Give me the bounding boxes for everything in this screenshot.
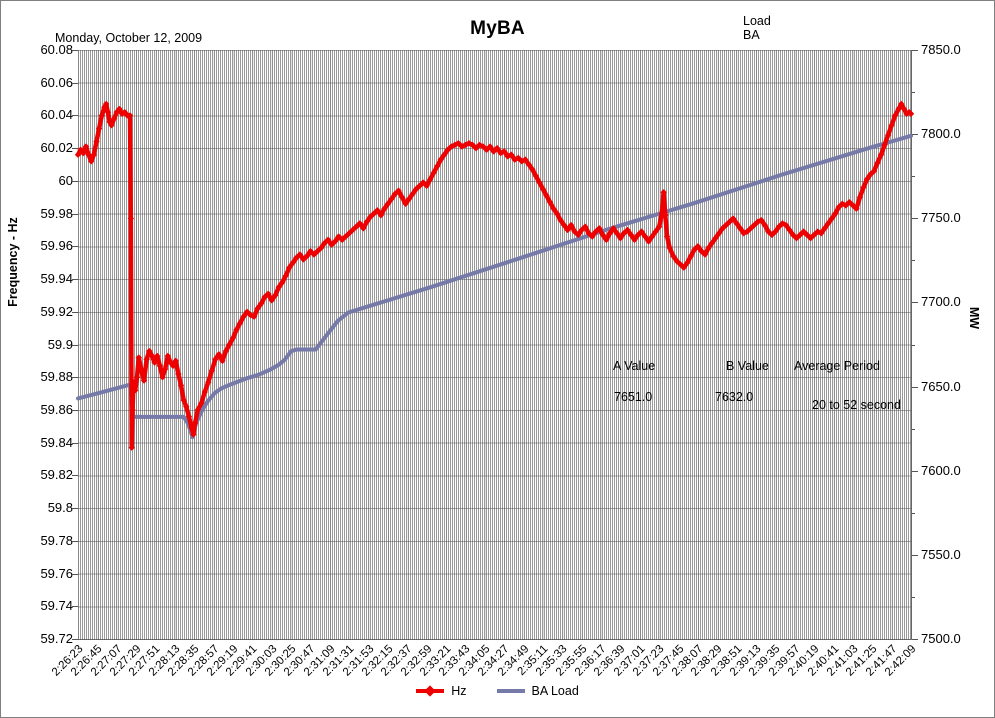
y-axis-tick-right (912, 639, 918, 640)
y-axis-label-left: 59.86 (40, 401, 73, 417)
y-axis-tick-right (912, 554, 918, 556)
y-axis-tick-left (72, 442, 78, 444)
series-line-hz (75, 101, 914, 450)
y-axis-tick-left (72, 180, 78, 182)
y-axis-minor-tick-right (912, 176, 915, 178)
series-canvas (74, 100, 915, 451)
a-value-label: A Value (613, 359, 656, 373)
y-axis-label-left: 60.04 (40, 107, 73, 123)
y-axis-tick-right (912, 470, 918, 472)
y-axis-tick-left (72, 82, 78, 84)
average-period-label: Average Period (794, 359, 880, 373)
y-axis-label-right: 7600.0 (921, 462, 961, 478)
y-axis-minor-tick-right (912, 512, 915, 514)
y-axis-tick-left (72, 475, 78, 477)
y-axis-label-right: 7800.0 (921, 126, 961, 142)
chart-date: Monday, October 12, 2009 (55, 31, 203, 45)
a-value-number: 7651.0 (614, 390, 653, 404)
y-axis-tick-left (72, 344, 78, 346)
y-axis-label-left: 59.74 (40, 598, 73, 614)
y-axis-label-left: 59.78 (40, 532, 73, 548)
y-axis-label-left: 59.84 (40, 434, 73, 450)
y-axis-tick-left (72, 573, 78, 575)
load-ba-label: Load BA (743, 14, 771, 42)
y-axis-minor-tick-right (912, 260, 915, 262)
y-axis-label-right: 7500.0 (921, 631, 961, 646)
hz-legend-marker (416, 685, 445, 697)
y-axis-label-left: 59.98 (40, 205, 73, 221)
y-axis-tick-right (912, 302, 918, 304)
plot-area: A Value 7651.0 B Value 7632.0 Average Pe… (74, 50, 915, 640)
y-axis-label-right: 7550.0 (921, 546, 961, 562)
y-axis-label-left: 59.96 (40, 238, 73, 254)
ba-load-legend-marker (496, 686, 525, 696)
legend: Hz BA Load (1, 682, 994, 700)
y-axis-label-right: 7850.0 (921, 42, 961, 57)
ba-load-legend-label: BA Load (531, 684, 579, 698)
y-axis-label-left: 59.9 (47, 336, 73, 352)
y-axis-tick-left (72, 377, 78, 379)
y-axis-tick-left (72, 508, 78, 510)
y-axis-tick-left (72, 409, 78, 411)
left-axis-title: Frequency - Hz (6, 217, 20, 307)
y-axis-label-left: 59.88 (40, 369, 73, 385)
y-axis-tick-right (912, 218, 918, 220)
y-axis-tick-left (72, 148, 78, 150)
y-axis-tick-left (72, 213, 78, 215)
y-axis-label-right: 7700.0 (921, 294, 961, 310)
y-axis-label-left: 60 (58, 172, 73, 188)
y-axis-tick-left (72, 50, 78, 51)
y-axis-tick-left (72, 606, 78, 608)
y-axis-label-right: 7650.0 (921, 378, 961, 394)
series-line-ba-load (76, 133, 913, 440)
y-axis-label-left: 59.82 (40, 467, 73, 483)
y-axis-tick-right (912, 134, 918, 136)
y-axis-label-left: 60.06 (40, 74, 73, 90)
right-axis-title: MW (967, 306, 981, 330)
y-axis-minor-tick-right (912, 344, 915, 346)
y-axis-tick-left (72, 311, 78, 313)
y-axis-label-left: 59.76 (40, 565, 73, 581)
ba-load-legend-line (496, 689, 525, 693)
y-axis-minor-tick-right (912, 428, 915, 430)
chart-title: MyBA (470, 18, 525, 39)
y-axis-tick-left (72, 246, 78, 248)
b-value-label: B Value (726, 359, 769, 373)
y-axis-tick-left (72, 540, 78, 542)
hz-legend-label: Hz (451, 684, 467, 698)
y-axis-label-left: 59.92 (40, 303, 73, 319)
y-axis-label-left: 59.72 (40, 631, 73, 646)
y-axis-label-right: 7750.0 (921, 210, 961, 226)
y-axis-tick-left (72, 279, 78, 281)
hz-legend-diamond-icon (424, 685, 436, 697)
load-ba-line1: Load (743, 14, 771, 28)
y-axis-tick-left (72, 115, 78, 117)
y-axis-minor-tick-right (912, 596, 915, 598)
y-axis-label-left: 59.8 (47, 500, 73, 516)
y-axis-tick-right (912, 50, 918, 51)
y-axis-label-left: 59.94 (40, 271, 73, 287)
b-value-number: 7632.0 (715, 390, 754, 404)
load-ba-line2: BA (743, 27, 760, 42)
y-axis-tick-right (912, 386, 918, 388)
y-axis-minor-tick-right (912, 92, 915, 94)
y-axis-label-left: 60.08 (40, 42, 73, 57)
average-period-value: 20 to 52 second (812, 398, 901, 412)
y-axis-tick-left (72, 639, 78, 640)
y-axis-label-left: 60.02 (40, 140, 73, 156)
